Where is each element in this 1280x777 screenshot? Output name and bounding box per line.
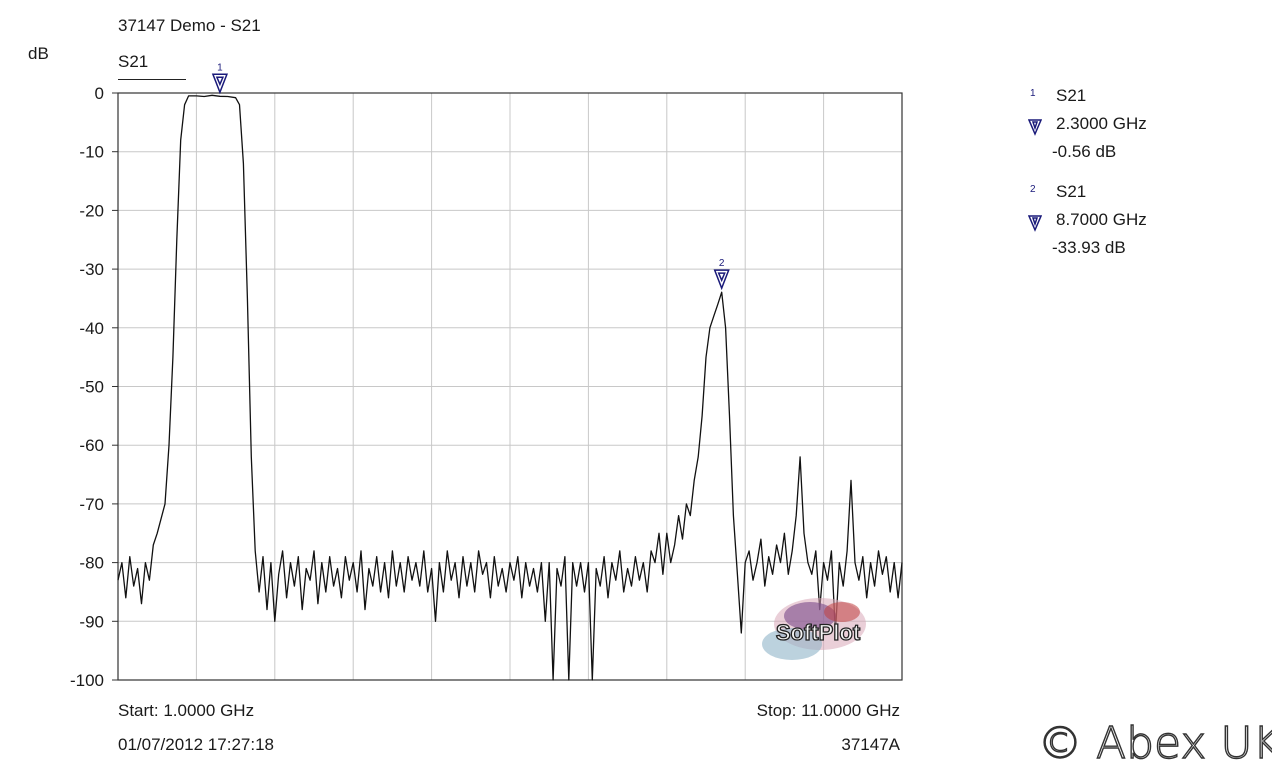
marker-number: 2	[1030, 184, 1036, 195]
trace-s21	[117, 94, 903, 681]
marker-triangle	[211, 73, 229, 95]
marker-number-label: 2	[719, 258, 725, 269]
marker-frequency: 2.3000 GHz	[1056, 114, 1147, 133]
y-tick-label: -90	[79, 612, 104, 631]
y-tick-label: -40	[79, 319, 104, 338]
marker-triangle	[713, 269, 730, 291]
y-tick-label: -60	[79, 436, 104, 455]
plot-frame	[117, 92, 903, 681]
marker-number-label: 1	[217, 62, 223, 73]
marker-trace: S21	[1056, 182, 1087, 201]
abex-uk-watermark: © Abex UK	[1037, 717, 1272, 768]
y-tick-label: -20	[79, 201, 104, 220]
y-tick-label: -30	[79, 260, 104, 279]
y-tick-label: -80	[79, 554, 104, 573]
softplot-logo: SoftPlot	[762, 598, 866, 660]
legend-trace-line	[118, 79, 186, 80]
instrument-label: 37147A	[841, 735, 900, 754]
marker-value: -0.56 dB	[1052, 142, 1117, 161]
timestamp-label: 01/07/2012 17:27:18	[118, 735, 274, 754]
y-axis-unit: dB	[28, 44, 49, 63]
y-tick-label: -10	[79, 143, 104, 162]
y-tick-label: -50	[79, 378, 104, 397]
marker-trace: S21	[1056, 86, 1087, 105]
marker-triangle-icon	[1028, 215, 1042, 232]
marker-value: -33.93 dB	[1052, 238, 1126, 257]
marker-triangle-icon	[1028, 119, 1042, 136]
y-tick-label: -100	[70, 671, 104, 690]
y-tick-label: -70	[79, 495, 104, 514]
marker-number: 1	[1030, 88, 1036, 99]
marker-2: 2	[713, 258, 730, 291]
marker-1: 1	[211, 62, 229, 95]
softplot-logo-text: SoftPlot	[776, 620, 861, 645]
chart-title: 37147 Demo - S21	[118, 16, 261, 35]
start-frequency-label: Start: 1.0000 GHz	[118, 701, 255, 720]
y-tick-label: 0	[95, 84, 104, 103]
stop-frequency-label: Stop: 11.0000 GHz	[756, 701, 900, 720]
chart-plot: 0 -10 -20 -30 -40 -50 -60 -70 -80 -90 -100 1 2	[70, 62, 903, 690]
legend-trace-label: S21	[118, 52, 149, 71]
abex-uk-watermark-text: © Abex UK	[1038, 718, 1272, 768]
marker-frequency: 8.7000 GHz	[1056, 210, 1147, 229]
